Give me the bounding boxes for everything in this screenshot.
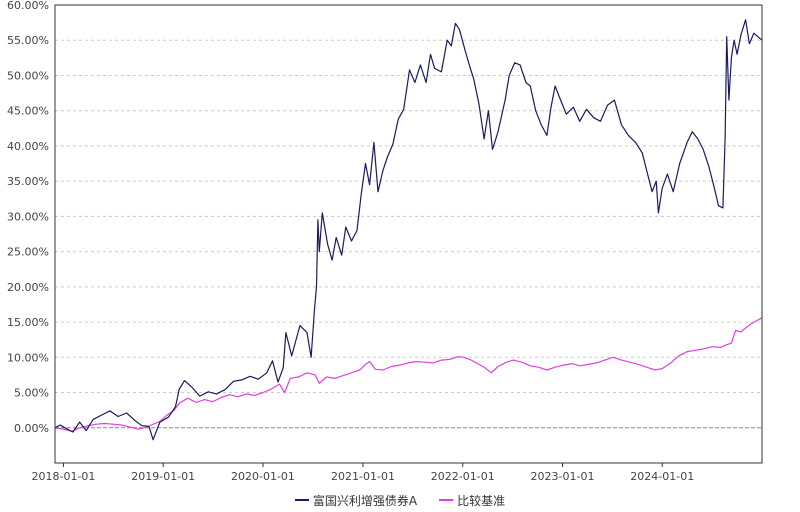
legend: 富国兴利增强债券A 比较基准 xyxy=(0,490,800,510)
y-tick-label: 50.00% xyxy=(7,69,49,82)
y-tick-label: 30.00% xyxy=(7,210,49,223)
legend-item-benchmark[interactable]: 比较基准 xyxy=(439,492,505,509)
legend-label-fund: 富国兴利增强债券A xyxy=(312,493,418,508)
legend-item-fund[interactable]: 富国兴利增强债券A xyxy=(294,492,418,509)
x-axis-ticks: 2018-01-01 2019-01-01 2020-01-01 2021-01-01… xyxy=(32,463,694,483)
y-tick-label: 40.00% xyxy=(7,140,49,153)
legend-swatch-benchmark xyxy=(439,499,454,501)
line-chart: 60.00% 55.00% 50.00% 45.00% 40.00% 35.00% 30.0… xyxy=(7,0,763,483)
y-tick-label: 35.00% xyxy=(7,175,49,188)
series-group xyxy=(54,19,763,441)
x-tick-label: 2024-01-01 xyxy=(630,470,694,483)
series-line-fund xyxy=(54,19,763,441)
y-tick-label: 5.00% xyxy=(14,387,49,400)
x-tick-label: 2020-01-01 xyxy=(231,470,295,483)
y-tick-label: 15.00% xyxy=(7,316,49,329)
y-tick-label: 0.00% xyxy=(14,422,49,435)
x-tick-label: 2021-01-01 xyxy=(331,470,395,483)
y-axis-ticks: 60.00% 55.00% 50.00% 45.00% 40.00% 35.00% 30.0… xyxy=(7,0,49,435)
y-tick-label: 60.00% xyxy=(7,0,49,12)
plot-frame xyxy=(54,4,763,464)
y-tick-label: 25.00% xyxy=(7,246,49,259)
grid xyxy=(55,4,762,429)
x-tick-label: 2019-01-01 xyxy=(131,470,195,483)
legend-swatch-fund xyxy=(294,499,309,501)
y-tick-label: 10.00% xyxy=(7,351,49,364)
y-tick-label: 20.00% xyxy=(7,281,49,294)
y-tick-label: 55.00% xyxy=(7,34,49,47)
legend-label-benchmark: 比较基准 xyxy=(457,493,506,508)
x-tick-label: 2022-01-01 xyxy=(431,470,495,483)
y-tick-label: 45.00% xyxy=(7,105,49,118)
x-tick-label: 2023-01-01 xyxy=(531,470,595,483)
x-tick-label: 2018-01-01 xyxy=(32,470,96,483)
series-line-benchmark xyxy=(54,317,763,432)
